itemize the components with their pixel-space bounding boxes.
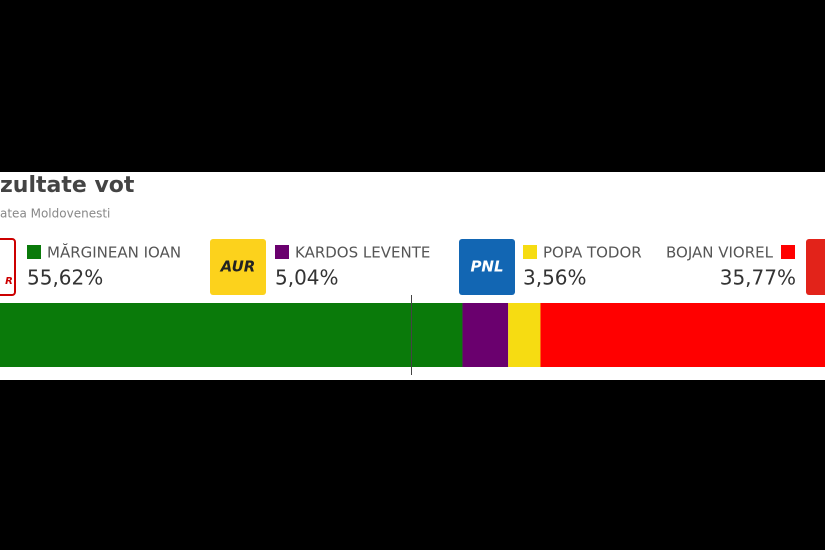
party-logo xyxy=(0,238,16,296)
bar-segment xyxy=(462,303,509,367)
value-label: 3,56% xyxy=(523,266,587,290)
value-label: 35,77% xyxy=(720,266,796,290)
legend-name: MĂRGINEAN IOAN xyxy=(47,243,181,262)
bar-segment xyxy=(508,303,541,367)
legend-swatch xyxy=(275,245,289,259)
value-label: 55,62% xyxy=(27,266,103,290)
party-logo xyxy=(459,239,515,295)
chart-subtitle: atea Moldovenesti xyxy=(0,207,110,221)
party-logo xyxy=(806,239,825,295)
legend-swatch xyxy=(27,245,41,259)
bar-segment xyxy=(0,303,463,367)
party-logo-text: R xyxy=(5,276,13,287)
legend-swatch xyxy=(781,245,795,259)
value-label: 5,04% xyxy=(275,266,339,290)
party-logo xyxy=(210,239,266,295)
party-logo-text: PNL xyxy=(470,258,503,276)
party-logo-text: AUR xyxy=(220,258,256,276)
legend-swatch xyxy=(523,245,537,259)
legend-name: POPA TODOR xyxy=(543,244,642,262)
bar-segment xyxy=(540,303,825,367)
chart-title: zultate vot xyxy=(0,173,135,198)
legend-name: BOJAN VIOREL xyxy=(666,244,774,262)
legend-name: KARDOS LEVENTE xyxy=(295,244,430,262)
